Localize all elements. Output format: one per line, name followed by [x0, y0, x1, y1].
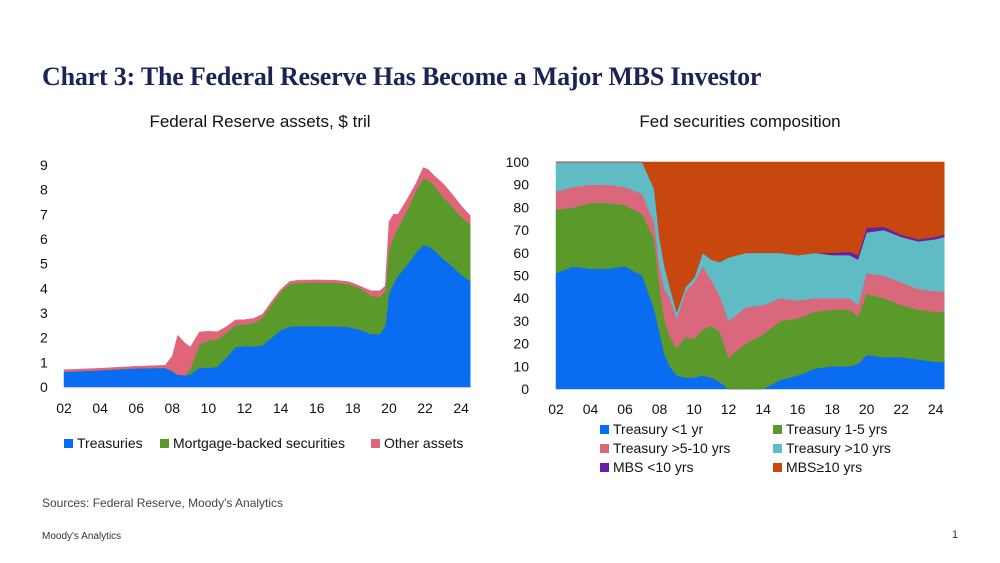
right-x-tick-label: 04: [583, 401, 599, 417]
right-x-tick-label: 14: [755, 401, 771, 417]
left-area-other-assets: [63, 167, 471, 376]
footer-brand: Moody's Analytics: [42, 531, 122, 542]
right-x-tick-label: 10: [686, 401, 702, 417]
legend-swatch-treasury-1-5: [773, 424, 782, 434]
right-y-tick-label: 80: [513, 199, 529, 215]
legend-label-treasury-lt1: Treasury <1 yr: [613, 421, 704, 437]
left-y-tick-label: 6: [40, 231, 48, 247]
right-area-mbsge10-yrs: [556, 161, 945, 313]
left-y-tick-label: 1: [40, 354, 48, 370]
legend-item-treasury-gt10: Treasury >10 yrs: [773, 440, 891, 456]
left-x-tick-label: 20: [381, 400, 397, 416]
left-y-tick-label: 0: [40, 379, 48, 395]
legend-item-treasury-lt1: Treasury <1 yr: [600, 421, 703, 437]
left-y-tick-label: 4: [40, 280, 48, 296]
legend-label-other-assets: Other assets: [384, 435, 464, 451]
right-y-tick-label: 90: [513, 177, 529, 193]
right-x-tick-label: 20: [859, 401, 875, 417]
legend-label-treasury-5-10: Treasury >5-10 yrs: [613, 440, 731, 456]
left-x-tick-label: 16: [309, 400, 325, 416]
legend-swatch-treasury-5-10: [600, 443, 609, 453]
right-x-tick-label: 12: [721, 401, 737, 417]
left-x-tick-label: 14: [273, 400, 289, 416]
right-x-tick-label: 08: [652, 401, 668, 417]
legend-swatch-treasury-gt10: [773, 443, 782, 453]
legend-item-other-assets: Other assets: [371, 435, 463, 451]
left-x-tick-label: 04: [92, 400, 108, 416]
legend-label-mbs-ge10: MBS≥10 yrs: [786, 459, 863, 475]
right-x-tick-label: 02: [548, 401, 564, 417]
left-x-tick-label: 10: [201, 400, 217, 416]
right-y-tick-label: 30: [513, 313, 529, 329]
page-title: Chart 3: The Federal Reserve Has Become …: [42, 62, 762, 91]
legend-label-treasury-gt10: Treasury >10 yrs: [786, 440, 891, 456]
right-y-tick-label: 20: [513, 336, 529, 352]
left-chart-title: Federal Reserve assets, $ tril: [149, 112, 371, 131]
legend-label-mbs: Mortgage-backed securities: [173, 435, 345, 451]
right-x-tick-label: 06: [617, 401, 633, 417]
right-y-tick-label: 50: [513, 268, 529, 284]
legend-item-treasury-1-5: Treasury 1-5 yrs: [773, 421, 887, 437]
right-chart-title: Fed securities composition: [639, 112, 841, 131]
left-y-tick-label: 9: [40, 157, 48, 173]
legend-swatch-treasury-lt1: [600, 424, 609, 434]
legend-swatch-mbs-lt10: [600, 462, 609, 472]
left-x-tick-label: 24: [453, 400, 469, 416]
legend-item-mbs-lt10: MBS <10 yrs: [600, 459, 694, 475]
page-number: 1: [952, 529, 959, 541]
left-y-tick-label: 5: [40, 256, 48, 272]
right-x-tick-label: 22: [893, 401, 909, 417]
legend-label-mbs-lt10: MBS <10 yrs: [613, 459, 694, 475]
right-y-tick-label: 0: [521, 381, 529, 397]
right-x-tick-label: 24: [928, 401, 944, 417]
legend-label-treasury-1-5: Treasury 1-5 yrs: [786, 421, 888, 437]
legend-swatch-mbs-ge10: [773, 462, 782, 472]
legend-label-treasuries: Treasuries: [77, 435, 143, 451]
left-y-tick-label: 3: [40, 305, 48, 321]
left-y-tick-label: 8: [40, 182, 48, 198]
left-x-tick-label: 12: [237, 400, 253, 416]
legend-swatch-other-assets: [371, 438, 380, 448]
legend-swatch-treasuries: [64, 438, 73, 448]
legend-item-treasuries: Treasuries: [64, 435, 143, 451]
right-x-tick-label: 18: [824, 401, 840, 417]
right-y-tick-label: 60: [513, 245, 529, 261]
right-y-tick-label: 70: [513, 222, 529, 238]
left-x-tick-label: 08: [165, 400, 181, 416]
left-y-tick-label: 2: [40, 330, 48, 346]
left-x-tick-label: 22: [417, 400, 433, 416]
sources-note: Sources: Federal Reserve, Moody's Analyt…: [42, 496, 284, 510]
left-y-tick-label: 7: [40, 206, 48, 222]
left-x-tick-label: 18: [345, 400, 361, 416]
left-x-tick-label: 02: [56, 400, 72, 416]
legend-item-treasury-5-10: Treasury >5-10 yrs: [600, 440, 730, 456]
right-y-tick-label: 10: [513, 358, 529, 374]
left-x-tick-label: 06: [128, 400, 144, 416]
legend-item-mortgage-backed-securities: Mortgage-backed securities: [160, 435, 345, 451]
right-y-tick-label: 40: [513, 290, 529, 306]
legend-swatch-mbs: [160, 438, 169, 448]
legend-item-mbs-ge10: MBS≥10 yrs: [773, 459, 862, 475]
right-x-tick-label: 16: [790, 401, 806, 417]
right-y-tick-label: 100: [506, 154, 530, 170]
